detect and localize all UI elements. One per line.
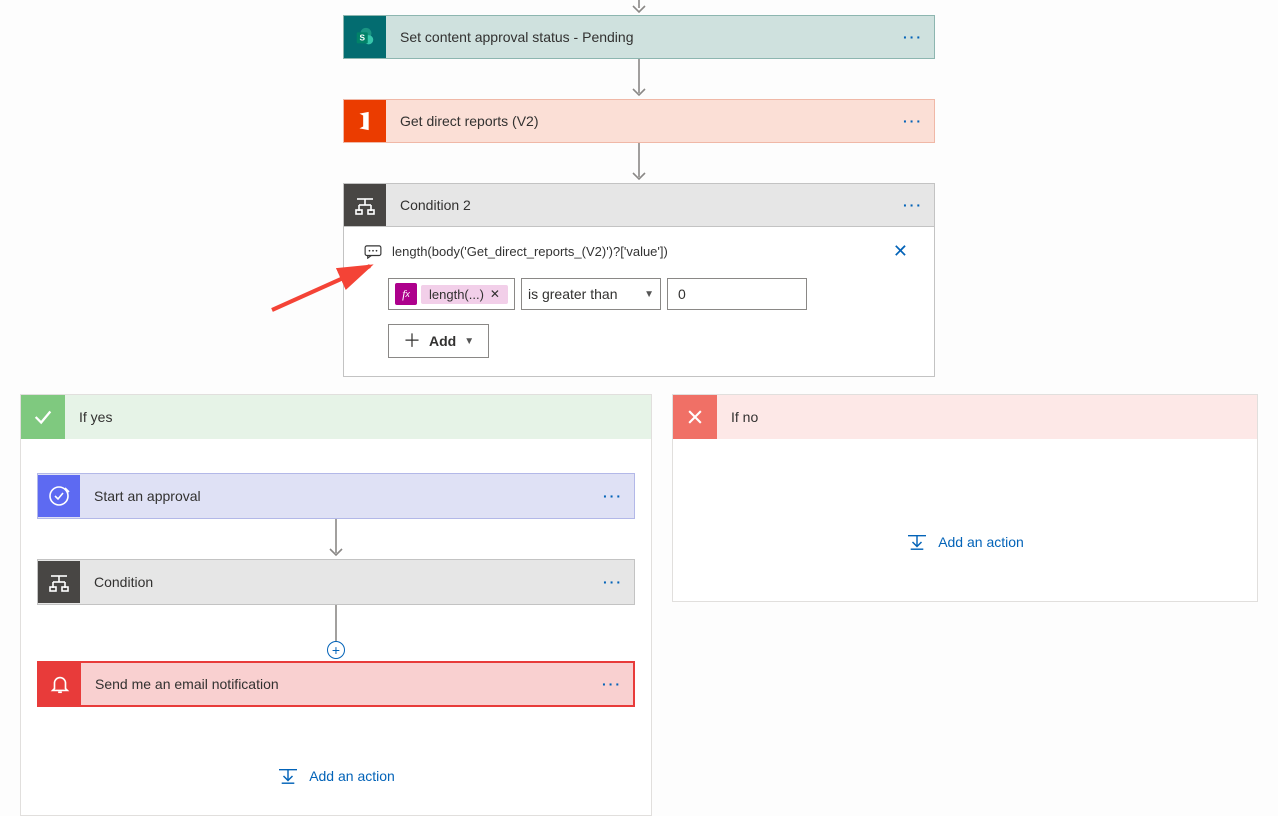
step-title: Set content approval status - Pending [386,29,892,45]
check-icon [21,395,65,439]
step-condition-2[interactable]: Condition 2 ··· [343,183,935,227]
if-no-body: Add an action [673,439,1257,601]
comment-icon [364,245,382,259]
condition-icon [344,184,386,226]
if-no-header: If no [673,395,1257,439]
add-action-icon [906,533,928,551]
step-condition[interactable]: Condition ··· [37,559,635,605]
operator-label: is greater than [528,286,618,302]
add-action-icon [277,767,299,785]
step-send-email-notification[interactable]: Send me an email notification ··· [37,661,635,707]
step-title: Get direct reports (V2) [386,113,892,129]
plus-icon: ＋ [403,332,421,350]
more-menu-icon[interactable]: ··· [592,574,634,590]
condition-body: length(body('Get_direct_reports_(V2)')?[… [343,227,935,377]
step-title: Send me an email notification [81,676,591,692]
if-no-label: If no [717,409,1257,425]
insert-step-button[interactable]: + [327,641,345,659]
condition-value-input[interactable]: 0 [667,278,807,310]
svg-text:S: S [359,34,365,43]
approval-icon [38,475,80,517]
expression-pill[interactable]: length(...) ✕ [421,285,508,304]
if-yes-branch: If yes Start an approval ··· Condition ·… [20,394,652,816]
condition-left-operand[interactable]: fx length(...) ✕ [388,278,515,310]
more-menu-icon[interactable]: ··· [592,488,634,504]
condition-comment-text: length(body('Get_direct_reports_(V2)')?[… [392,244,877,259]
more-menu-icon[interactable]: ··· [892,113,934,129]
condition-icon [38,561,80,603]
add-condition-button[interactable]: ＋ Add ▼ [388,324,489,358]
if-yes-body: Start an approval ··· Condition ··· + [21,439,651,815]
chevron-down-icon: ▼ [464,336,474,347]
x-icon [673,395,717,439]
flow-arrow: + [37,605,635,661]
step-title: Start an approval [80,488,592,504]
close-icon[interactable]: ✕ [887,241,914,262]
if-no-branch: If no Add an action [672,394,1258,602]
chevron-down-icon: ▼ [644,289,654,300]
step-set-content-approval[interactable]: S Set content approval status - Pending … [343,15,935,59]
expression-pill-label: length(...) [429,287,484,302]
more-menu-icon[interactable]: ··· [591,676,633,692]
condition-operator-select[interactable]: is greater than ▼ [521,278,661,310]
sharepoint-icon: S [344,16,386,58]
fx-icon: fx [395,283,417,305]
bell-icon [39,663,81,705]
more-menu-icon[interactable]: ··· [892,197,934,213]
step-get-direct-reports[interactable]: Get direct reports (V2) ··· [343,99,935,143]
value-text: 0 [678,286,686,302]
add-action-button[interactable]: Add an action [906,533,1024,551]
add-action-label: Add an action [309,768,395,784]
step-title: Condition [80,574,592,590]
condition-expression-row: fx length(...) ✕ is greater than ▼ 0 [388,278,920,310]
office-icon [344,100,386,142]
condition-comment-row: length(body('Get_direct_reports_(V2)')?[… [358,241,920,278]
remove-pill-icon[interactable]: ✕ [490,287,500,301]
add-label: Add [429,333,456,349]
step-start-approval[interactable]: Start an approval ··· [37,473,635,519]
if-yes-header: If yes [21,395,651,439]
add-action-label: Add an action [938,534,1024,550]
more-menu-icon[interactable]: ··· [892,29,934,45]
if-yes-label: If yes [65,409,651,425]
add-action-button[interactable]: Add an action [277,767,395,785]
step-title: Condition 2 [386,197,892,213]
